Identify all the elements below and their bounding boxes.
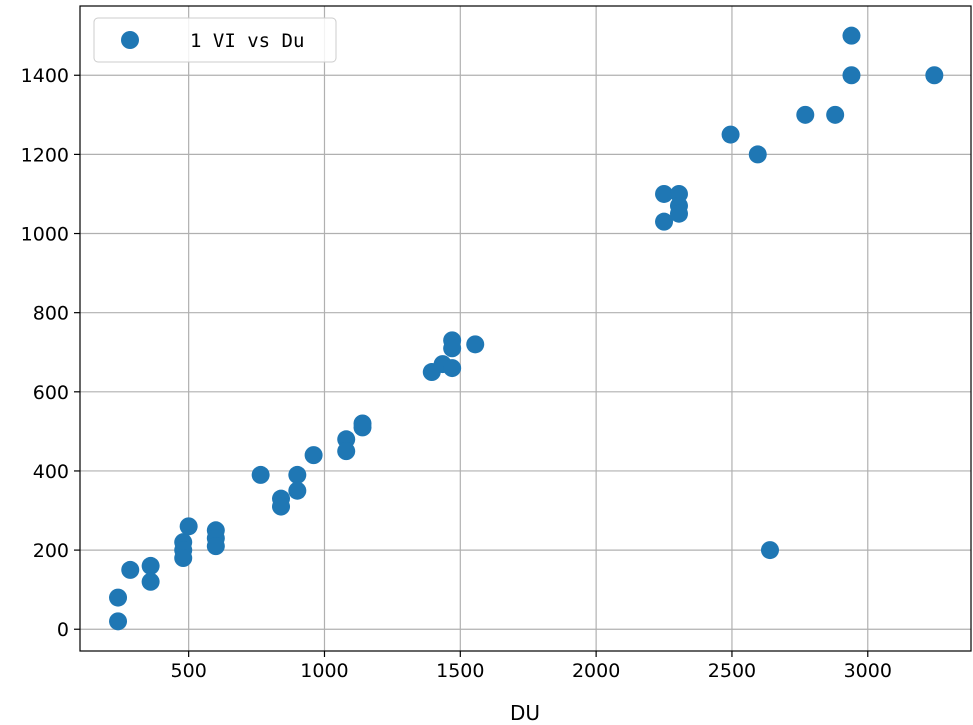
data-point <box>304 446 323 465</box>
data-point <box>337 442 356 461</box>
data-point <box>748 145 767 164</box>
legend-marker <box>121 31 139 49</box>
data-point <box>179 517 198 536</box>
x-tick-label: 500 <box>171 660 207 682</box>
data-point <box>109 612 128 631</box>
data-point <box>141 572 160 591</box>
x-tick-label: 1000 <box>300 660 348 682</box>
data-point <box>826 105 845 124</box>
y-tick-label: 1400 <box>21 65 69 87</box>
data-point <box>206 537 225 556</box>
x-axis-label: DU <box>510 701 540 725</box>
data-point <box>669 204 688 223</box>
data-point <box>721 125 740 144</box>
data-point <box>272 497 291 516</box>
data-point <box>141 556 160 575</box>
legend-box <box>93 17 337 63</box>
data-point <box>842 66 861 85</box>
data-point <box>796 105 815 124</box>
data-point <box>842 26 861 45</box>
y-tick-label: 1200 <box>21 144 69 166</box>
data-point <box>466 335 485 354</box>
y-axis-ticks: 0 200 400 600 800 1000 1200 1400 <box>21 65 80 641</box>
data-point <box>655 212 674 231</box>
x-tick-label: 3000 <box>844 660 892 682</box>
y-tick-label: 400 <box>33 461 69 483</box>
y-tick-label: 0 <box>57 619 69 641</box>
y-tick-label: 800 <box>33 303 69 325</box>
legend: 1 VI vs Du <box>93 17 337 63</box>
data-point <box>925 66 944 85</box>
y-tick-label: 200 <box>33 540 69 562</box>
grid-lines <box>80 6 971 651</box>
legend-label: 1 VI vs Du <box>190 30 304 52</box>
data-point <box>353 418 372 437</box>
x-tick-label: 2000 <box>572 660 620 682</box>
data-point <box>443 339 462 358</box>
y-tick-label: 1000 <box>21 224 69 246</box>
data-point <box>251 465 270 484</box>
x-tick-label: 1500 <box>436 660 484 682</box>
data-point <box>288 465 307 484</box>
data-point <box>121 560 140 579</box>
y-tick-label: 600 <box>33 382 69 404</box>
x-axis-ticks: 500 1000 1500 2000 2500 3000 <box>171 651 892 682</box>
x-tick-label: 2500 <box>708 660 756 682</box>
data-point <box>760 541 779 560</box>
plot-frame <box>79 5 972 652</box>
data-point <box>174 549 193 568</box>
data-point <box>109 588 128 607</box>
data-point <box>288 481 307 500</box>
data-point <box>655 184 674 203</box>
data-point <box>443 359 462 378</box>
data-points <box>109 26 944 631</box>
